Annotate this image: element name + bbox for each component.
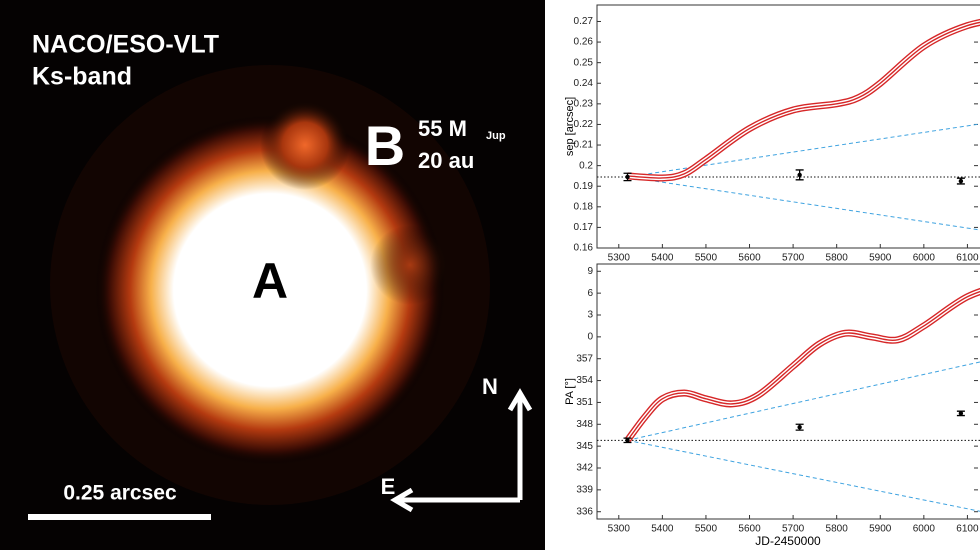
orbit-curve: [627, 21, 980, 179]
measurement: [958, 411, 964, 416]
orbit-curve: [624, 287, 980, 443]
primary-glow: [95, 115, 445, 465]
y-tick-label: 3: [587, 310, 593, 321]
measurement: [625, 174, 630, 180]
y-tick-label: 0.2: [579, 160, 593, 171]
x-tick-label: 5500: [695, 524, 718, 535]
x-tick-label: 5700: [782, 524, 805, 535]
y-tick-label: 0: [587, 331, 593, 342]
x-tick-label: 5800: [826, 524, 849, 535]
x-tick-label: 5300: [608, 524, 631, 535]
cone-line: [627, 176, 980, 231]
plot-frame: [596, 263, 980, 520]
companion-glow: [260, 100, 350, 190]
y-tick-label: 9: [587, 266, 593, 277]
primary-label: A: [252, 253, 288, 309]
y-tick-label: 0.24: [574, 78, 594, 89]
x-tick-label: 5300: [608, 253, 631, 264]
x-tick-label: 6000: [913, 524, 936, 535]
y-tick-label: 345: [576, 441, 593, 452]
chart: 0.16 0.17 0.18 0.19 0.2 0.21 0.22 0.23 0.24 0.25 0…: [564, 4, 980, 264]
band-label: Ks-band: [32, 63, 132, 91]
x-tick-label: 5900: [869, 253, 892, 264]
cone-line: [627, 439, 980, 512]
y-tick-label: 339: [576, 484, 593, 495]
y-axis-label: sep [arcsec]: [564, 97, 576, 156]
y-tick-label: 336: [576, 506, 593, 517]
x-tick-label: 6100: [956, 253, 979, 264]
x-tick-label: 5500: [695, 253, 718, 264]
x-tick-label: 5900: [869, 524, 892, 535]
instrument-label: NACO/ESO-VLT: [32, 31, 219, 59]
y-tick-label: 6: [587, 288, 593, 299]
x-tick-label: 6100: [956, 524, 979, 535]
y-tick-label: 0.22: [574, 119, 594, 130]
companion-label: B: [365, 114, 405, 177]
x-tick-label: 5400: [651, 253, 674, 264]
y-tick-label: 354: [576, 375, 593, 386]
x-axis-label: JD-2450000: [755, 534, 821, 548]
y-tick-label: 0.16: [574, 243, 594, 254]
mass-subscript: Jup: [486, 130, 506, 142]
measurement: [958, 178, 964, 184]
x-tick-label: 5600: [738, 524, 761, 535]
scale-bar: [28, 514, 211, 520]
chart: 336 339 342 345 348 351 354 357 0 3 6 9 5300 5400 5500…: [564, 263, 980, 548]
measurement: [797, 425, 802, 430]
y-tick-label: 0.19: [574, 181, 594, 192]
east-label: E: [381, 474, 396, 499]
x-tick-label: 5600: [738, 253, 761, 264]
y-tick-label: 0.23: [574, 98, 594, 109]
measurement: [625, 438, 630, 443]
distance-label: 20 au: [418, 148, 474, 173]
cone-line: [627, 123, 980, 178]
y-tick-label: 0.26: [574, 37, 594, 48]
x-tick-label: 5800: [826, 253, 849, 264]
y-tick-label: 0.27: [574, 16, 594, 27]
y-tick-label: 0.25: [574, 57, 594, 68]
y-tick-label: 0.18: [574, 201, 594, 212]
y-tick-label: 348: [576, 419, 593, 430]
speckle: [370, 225, 450, 305]
cone-line: [627, 361, 980, 441]
y-tick-label: 0.17: [574, 222, 594, 233]
measurement: [797, 172, 802, 178]
x-tick-label: 5700: [782, 253, 805, 264]
compass: [390, 388, 533, 513]
x-tick-label: 6000: [913, 253, 936, 264]
image-panel: NACO/ESO-VLT Ks-band A B 55 M Jup 20 au …: [0, 0, 545, 550]
y-tick-label: 357: [576, 353, 593, 364]
scale-label: 0.25 arcsec: [63, 482, 177, 505]
orbit-curve: [627, 18, 980, 182]
x-tick-label: 5400: [651, 524, 674, 535]
mass-label: 55 M: [418, 116, 467, 141]
north-label: N: [482, 374, 498, 399]
y-tick-label: 342: [576, 463, 593, 474]
y-axis-label: PA [°]: [564, 378, 576, 405]
y-tick-label: 0.21: [574, 140, 594, 151]
orbit-curve: [626, 290, 980, 441]
plot-frame: [596, 4, 980, 249]
y-tick-label: 351: [576, 397, 593, 408]
